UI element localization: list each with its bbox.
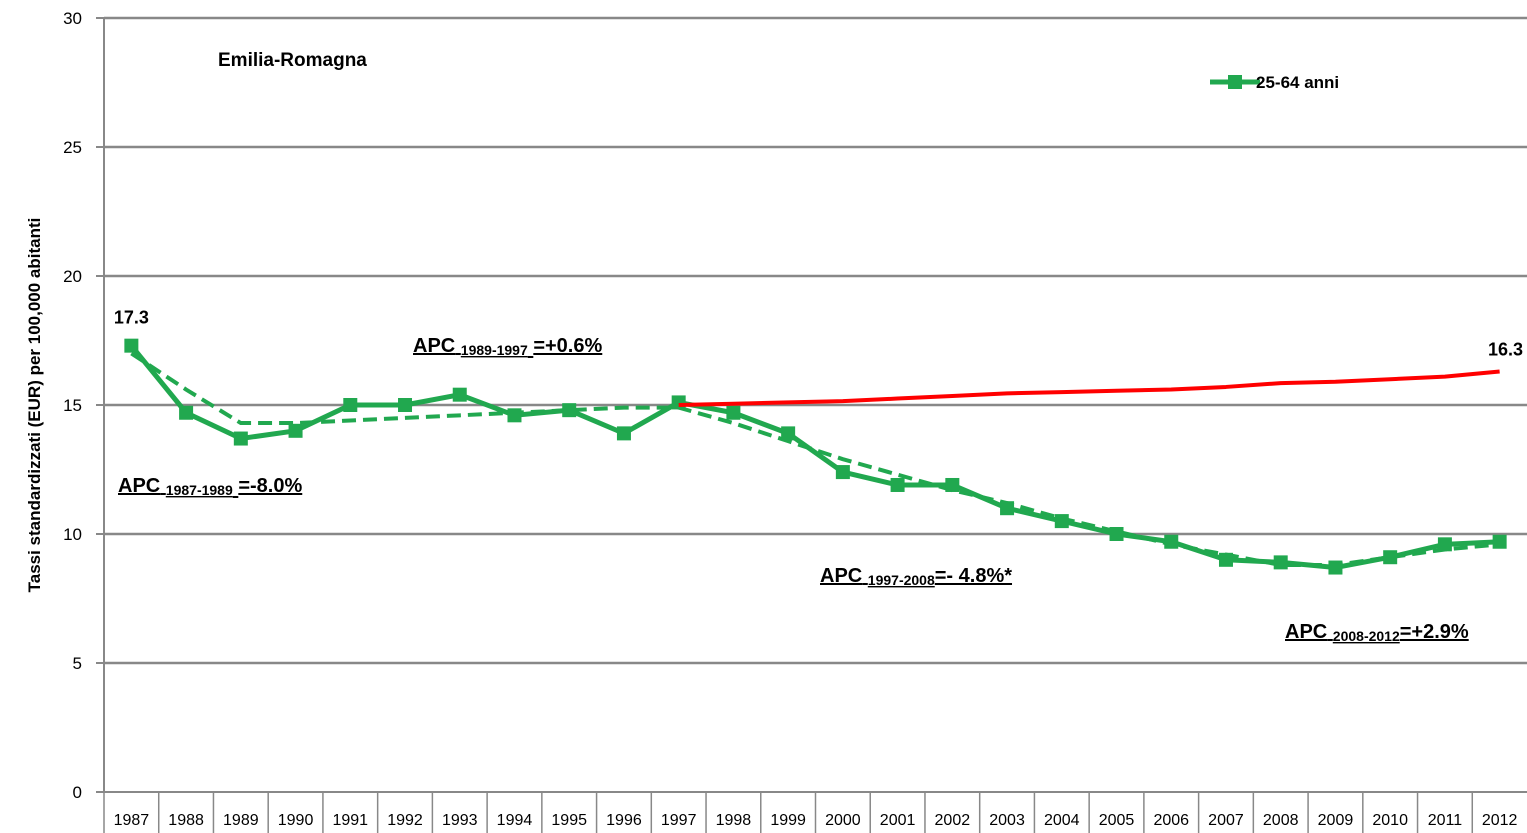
x-tick-label: 2009 [1318, 812, 1354, 829]
x-tick-label: 2000 [825, 812, 861, 829]
y-axis-label: Tassi standardizzati (EUR) per 100,000 a… [25, 218, 44, 593]
annotation-change: =- 4.8%* [935, 565, 1012, 587]
annotation-period: 1987-1989 [166, 482, 233, 498]
data-label: 17.3 [114, 308, 149, 328]
x-tick-label: 2001 [880, 812, 916, 829]
point-marker [1273, 555, 1288, 570]
y-tick-label: 5 [73, 654, 82, 673]
annotation-change: =-8.0% [238, 475, 302, 497]
x-tick-label: 2006 [1153, 812, 1189, 829]
x-tick-label: 2005 [1099, 812, 1135, 829]
x-tick-label: 1993 [442, 812, 478, 829]
x-tick-label: 1991 [332, 812, 368, 829]
point-marker [179, 405, 194, 420]
point-marker [1492, 534, 1507, 549]
point-marker [1164, 534, 1179, 549]
annotation-period: 1997-2008 [868, 572, 935, 588]
x-tick-label: 2003 [989, 812, 1025, 829]
point-marker [1054, 514, 1069, 529]
series-line [678, 369, 1500, 407]
point-marker [616, 426, 631, 441]
annotation-change: =+2.9% [1400, 621, 1469, 643]
x-tick-label: 1996 [606, 812, 642, 829]
x-tick-label: 2011 [1428, 812, 1463, 829]
annotation: APC 1997-2008=- 4.8%* [820, 565, 1012, 588]
chart-title: Emilia-Romagna [218, 50, 367, 71]
annotation-label: APC [413, 335, 455, 357]
point-marker [452, 387, 467, 402]
point-marker [1328, 560, 1343, 575]
point-marker [507, 408, 522, 423]
annotation-label: APC [118, 475, 160, 497]
legend-marker [1228, 75, 1242, 89]
series-line [129, 344, 1500, 571]
x-tick-label: 2002 [935, 812, 971, 829]
x-tick-label: 1994 [497, 812, 533, 829]
point-marker [562, 403, 577, 418]
x-tick-label: 1992 [387, 812, 423, 829]
point-marker [1109, 527, 1124, 541]
point-marker [124, 338, 139, 353]
x-tick-label: 1987 [114, 812, 150, 829]
x-tick-label: 2007 [1208, 812, 1244, 829]
point-marker [835, 465, 850, 480]
annotation: APC 1987-1989 =-8.0% [118, 475, 302, 500]
legend-label: 25-64 anni [1256, 73, 1339, 92]
point-marker [1000, 501, 1015, 516]
y-tick-label: 25 [63, 138, 82, 157]
point-marker [671, 395, 686, 410]
annotation-period: 1989-1997 [461, 342, 528, 358]
annotation-period: 2008-2012 [1333, 628, 1400, 644]
data-label: 16.3 [1488, 339, 1523, 359]
x-tick-label: 1995 [551, 812, 587, 829]
x-tick-label: 2012 [1482, 812, 1518, 829]
x-tick-label: 2008 [1263, 812, 1299, 829]
point-marker [1437, 537, 1452, 552]
y-tick-label: 20 [63, 267, 82, 286]
x-tick-label: 2010 [1372, 812, 1408, 829]
point-marker [945, 477, 960, 492]
x-tick-label: 1998 [716, 812, 752, 829]
point-marker [890, 477, 905, 492]
x-tick-label: 1997 [661, 812, 697, 829]
point-marker [233, 431, 248, 446]
annotation: APC 1989-1997 =+0.6% [413, 335, 602, 360]
x-tick-label: 1988 [168, 812, 204, 829]
point-marker [288, 423, 303, 438]
annotation-label: APC [820, 565, 862, 587]
point-marker [726, 405, 741, 420]
x-tick-label: 1989 [223, 812, 259, 829]
y-tick-label: 30 [63, 9, 82, 28]
y-tick-label: 15 [63, 396, 82, 415]
x-tick-label: 1990 [278, 812, 314, 829]
y-tick-label: 10 [63, 525, 82, 544]
point-marker [1218, 552, 1233, 567]
point-marker [398, 398, 413, 412]
y-tick-label: 0 [73, 783, 82, 802]
x-tick-label: 1999 [770, 812, 806, 829]
point-marker [343, 398, 358, 412]
annotation: APC 2008-2012=+2.9% [1285, 621, 1469, 644]
x-tick-label: 2004 [1044, 812, 1080, 829]
point-marker [781, 426, 796, 441]
annotation-label: APC [1285, 621, 1327, 643]
annotation-change: =+0.6% [533, 335, 602, 357]
point-marker [1383, 550, 1398, 565]
